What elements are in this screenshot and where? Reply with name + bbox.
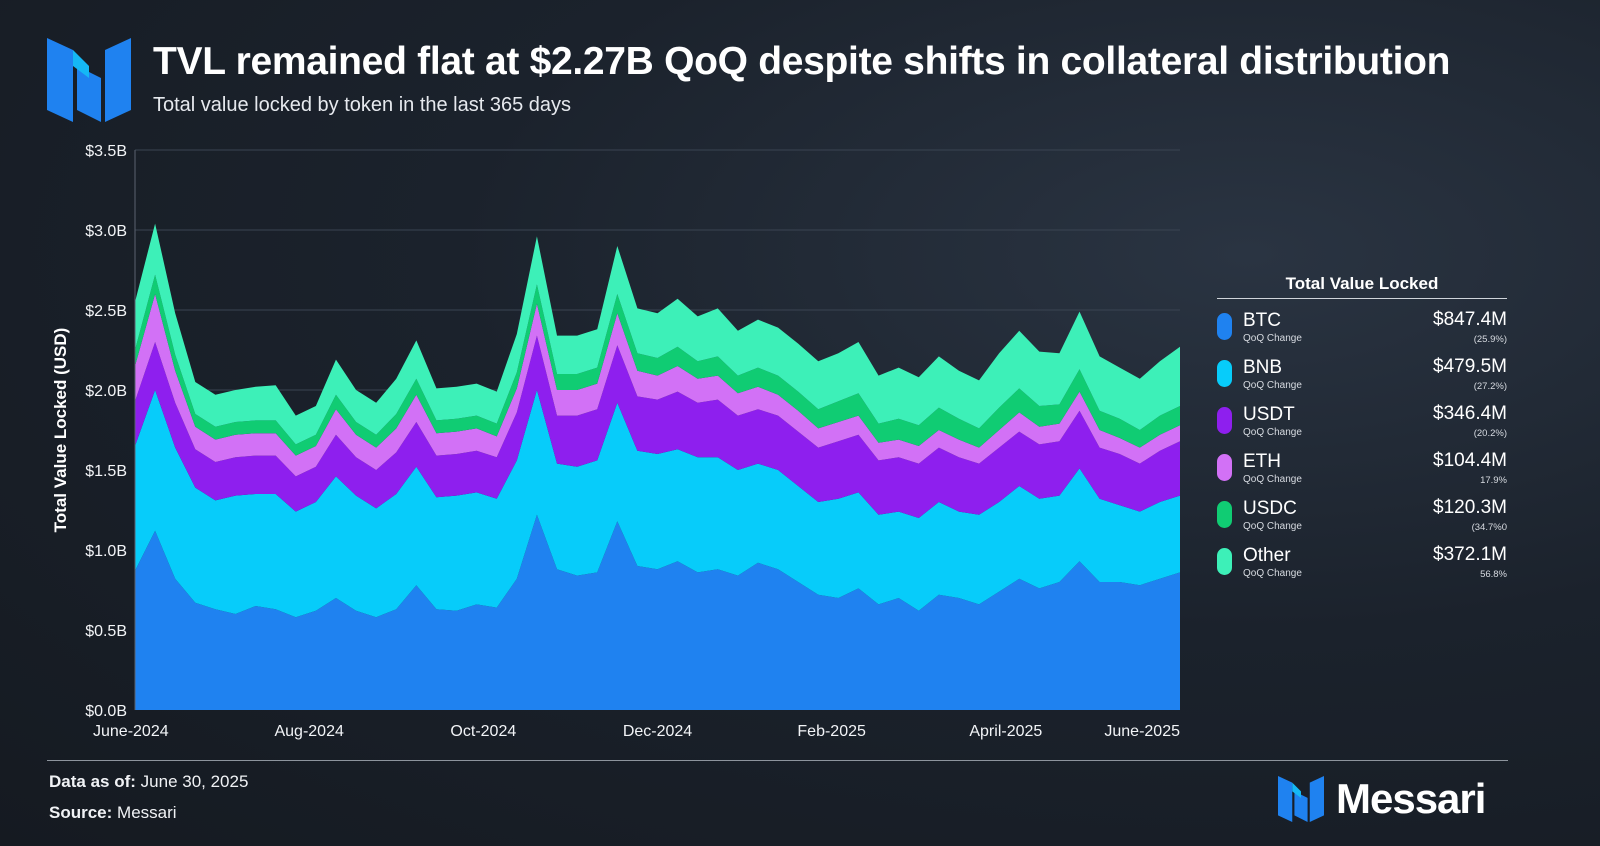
- data-as-of-value: June 30, 2025: [140, 772, 249, 791]
- area-layers: [135, 223, 1180, 710]
- legend-sub-label: QoQ Change: [1243, 380, 1302, 391]
- brand-name: Messari: [1336, 775, 1486, 822]
- legend-value: $346.4M: [1433, 403, 1507, 424]
- legend-sub-label: QoQ Change: [1243, 474, 1302, 485]
- legend-token-name: USDT: [1243, 404, 1295, 425]
- legend-sub-label: QoQ Change: [1243, 427, 1302, 438]
- source-label: Source:: [49, 803, 113, 822]
- chart-subtitle: Total value locked by token in the last …: [153, 94, 572, 116]
- legend-change: (34.7%0: [1471, 522, 1507, 533]
- area-bnb: [135, 390, 1180, 618]
- y-tick-label: $0.5B: [85, 623, 127, 640]
- source-value: Messari: [117, 803, 177, 822]
- legend-change: 56.8%: [1480, 569, 1507, 580]
- legend-item-usdc[interactable]: USDC QoQ Change $120.3M (34.7%0: [1217, 495, 1507, 542]
- legend-change: (25.9%): [1473, 334, 1507, 345]
- legend-swatch: [1217, 360, 1232, 387]
- legend-swatch: [1217, 407, 1232, 434]
- legend-item-eth[interactable]: ETH QoQ Change $104.4M 17.9%: [1217, 448, 1507, 495]
- messari-logo-icon: [47, 38, 131, 122]
- legend-value: $104.4M: [1433, 450, 1507, 471]
- y-tick-label: $2.5B: [85, 303, 127, 320]
- y-tick-label: $0.0B: [85, 703, 127, 720]
- legend-swatch: [1217, 313, 1232, 340]
- legend-change: (27.2%): [1473, 381, 1507, 392]
- legend-token-name: ETH: [1243, 451, 1281, 472]
- source: Source: Messari: [49, 803, 177, 823]
- legend-value: $120.3M: [1433, 497, 1507, 518]
- y-tick-label: $3.5B: [85, 143, 127, 160]
- area-usdt: [135, 335, 1180, 518]
- data-as-of: Data as of: June 30, 2025: [49, 772, 248, 792]
- legend-token-name: USDC: [1243, 498, 1297, 519]
- x-tick-label: June-2024: [93, 723, 169, 740]
- messari-brand-icon: [1278, 776, 1324, 822]
- y-tick-label: $1.5B: [85, 463, 127, 480]
- legend-sub-label: QoQ Change: [1243, 333, 1302, 344]
- legend-value: $372.1M: [1433, 544, 1507, 565]
- x-tick-label: June-2025: [1104, 723, 1180, 740]
- legend-swatch: [1217, 454, 1232, 481]
- legend-value: $479.5M: [1433, 356, 1507, 377]
- legend-item-usdt[interactable]: USDT QoQ Change $346.4M (20.2%): [1217, 401, 1507, 448]
- x-tick-label: Dec-2024: [623, 723, 692, 740]
- y-tick-label: $3.0B: [85, 223, 127, 240]
- area-btc: [135, 514, 1180, 710]
- legend-item-other[interactable]: Other QoQ Change $372.1M 56.8%: [1217, 542, 1507, 589]
- legend-swatch: [1217, 548, 1232, 575]
- y-axis-label: Total Value Locked (USD): [51, 328, 70, 533]
- chart-title: TVL remained flat at $2.27B QoQ despite …: [153, 40, 1451, 83]
- legend-sub-label: QoQ Change: [1243, 521, 1302, 532]
- data-as-of-label: Data as of:: [49, 772, 136, 791]
- legend-token-name: Other: [1243, 545, 1291, 566]
- y-tick-label: $2.0B: [85, 383, 127, 400]
- area-usdc: [135, 274, 1180, 456]
- legend-swatch: [1217, 501, 1232, 528]
- legend-token-name: BNB: [1243, 357, 1283, 378]
- x-tick-label: April-2025: [969, 723, 1042, 740]
- legend-item-bnb[interactable]: BNB QoQ Change $479.5M (27.2%): [1217, 354, 1507, 401]
- legend-token-name: BTC: [1243, 310, 1281, 331]
- x-tick-label: Oct-2024: [450, 723, 516, 740]
- area-other: [135, 223, 1180, 445]
- area-eth: [135, 294, 1180, 477]
- y-tick-label: $1.0B: [85, 543, 127, 560]
- legend-item-btc[interactable]: BTC QoQ Change $847.4M (25.9%): [1217, 307, 1507, 354]
- legend-value: $847.4M: [1433, 309, 1507, 330]
- legend-change: 17.9%: [1480, 475, 1507, 486]
- legend-change: (20.2%): [1473, 428, 1507, 439]
- footer-divider: [47, 760, 1508, 761]
- axes: $0.0B $0.5B $1.0B $1.5B $2.0B $2.5B $3.0B $3.5B…: [51, 143, 1180, 740]
- brand-logo: Messari: [1276, 773, 1486, 825]
- x-tick-label: Aug-2024: [274, 723, 343, 740]
- legend-title: Total Value Locked: [1217, 274, 1507, 299]
- x-tick-label: Feb-2025: [797, 723, 866, 740]
- legend-sub-label: QoQ Change: [1243, 568, 1302, 579]
- legend: Total Value Locked BTC QoQ Change $847.4…: [1217, 274, 1507, 589]
